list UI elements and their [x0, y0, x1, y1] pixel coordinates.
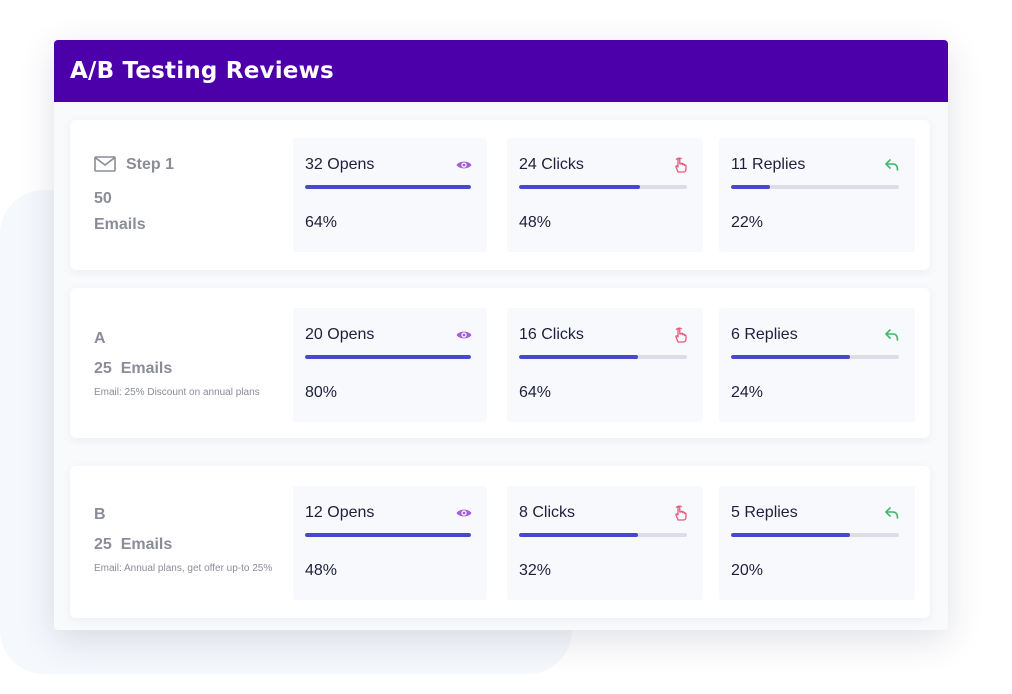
opens-progress-bar	[305, 355, 471, 359]
opens-progress-bar	[305, 533, 471, 537]
opens-percent: 64%	[305, 214, 338, 231]
hand-pointer-icon	[675, 157, 687, 173]
variant-b-subject: Email: Annual plans, get offer up-to 25%	[94, 563, 273, 574]
step-email-label: Emails	[94, 216, 146, 233]
clicks-percent: 48%	[519, 214, 552, 231]
clicks-progress-fill	[519, 185, 640, 189]
step-name: Step 1	[126, 156, 175, 173]
replies-progress-fill	[731, 533, 851, 537]
replies-stat: 5 Replies 20%	[719, 486, 915, 600]
opens-progress-fill	[305, 185, 471, 189]
replies-percent: 24%	[731, 384, 764, 401]
clicks-label: 16 Clicks	[519, 326, 584, 343]
replies-label: 11 Replies	[731, 156, 806, 173]
clicks-percent: 32%	[519, 562, 552, 579]
variant-a-row: A 25 Emails Email: 25% Discount on annua…	[70, 288, 930, 438]
step-email-count: 50	[94, 190, 112, 207]
opens-stat: 32 Opens 64%	[293, 138, 487, 252]
panel-title: A/B Testing Reviews	[70, 58, 334, 84]
clicks-stat: 24 Clicks 48%	[507, 138, 703, 252]
replies-progress-bar	[731, 355, 899, 359]
clicks-progress-fill	[519, 355, 639, 359]
eye-icon	[456, 331, 472, 339]
replies-percent: 20%	[731, 562, 764, 579]
replies-progress-bar	[731, 533, 899, 537]
step-row: Step 1 50 Emails 32 Opens 64% 24 Clicks …	[70, 120, 930, 270]
clicks-progress-bar	[519, 533, 687, 537]
opens-progress-fill	[305, 355, 471, 359]
reply-icon	[885, 329, 899, 341]
opens-progress-bar	[305, 185, 471, 189]
replies-progress-fill	[731, 355, 851, 359]
opens-label: 32 Opens	[305, 156, 375, 173]
variant-a-subject: Email: 25% Discount on annual plans	[94, 387, 260, 398]
step-info: Step 1 50 Emails	[94, 120, 294, 270]
panel-header: A/B Testing Reviews	[54, 40, 948, 102]
mail-icon	[94, 156, 116, 172]
variant-b-name: B	[94, 506, 106, 523]
reply-icon	[885, 507, 899, 519]
clicks-progress-bar	[519, 185, 687, 189]
clicks-progress-bar	[519, 355, 687, 359]
opens-stat: 12 Opens 48%	[293, 486, 487, 600]
replies-progress-fill	[731, 185, 770, 189]
clicks-progress-fill	[519, 533, 639, 537]
opens-stat: 20 Opens 80%	[293, 308, 487, 422]
variant-b-row: B 25 Emails Email: Annual plans, get off…	[70, 466, 930, 618]
replies-progress-bar	[731, 185, 899, 189]
opens-progress-fill	[305, 533, 471, 537]
opens-percent: 80%	[305, 384, 338, 401]
ab-testing-panel: A/B Testing Reviews Step 1 50 Emails 32 …	[54, 40, 948, 630]
clicks-label: 8 Clicks	[519, 504, 576, 521]
clicks-stat: 16 Clicks 64%	[507, 308, 703, 422]
clicks-label: 24 Clicks	[519, 156, 584, 173]
opens-label: 12 Opens	[305, 504, 375, 521]
hand-pointer-icon	[675, 505, 687, 521]
replies-stat: 11 Replies 22%	[719, 138, 915, 252]
replies-stat: 6 Replies 24%	[719, 308, 915, 422]
opens-label: 20 Opens	[305, 326, 375, 343]
reply-icon	[885, 159, 899, 171]
hand-pointer-icon	[675, 327, 687, 343]
replies-label: 6 Replies	[731, 326, 798, 343]
variant-a-email-count: 25 Emails	[94, 360, 173, 377]
eye-icon	[456, 161, 472, 169]
clicks-stat: 8 Clicks 32%	[507, 486, 703, 600]
replies-percent: 22%	[731, 214, 764, 231]
variant-a-name: A	[94, 330, 106, 347]
variant-b-info: B 25 Emails Email: Annual plans, get off…	[94, 466, 294, 618]
eye-icon	[456, 509, 472, 517]
replies-label: 5 Replies	[731, 504, 798, 521]
variant-b-email-count: 25 Emails	[94, 536, 173, 553]
opens-percent: 48%	[305, 562, 338, 579]
clicks-percent: 64%	[519, 384, 552, 401]
variant-a-info: A 25 Emails Email: 25% Discount on annua…	[94, 288, 294, 438]
